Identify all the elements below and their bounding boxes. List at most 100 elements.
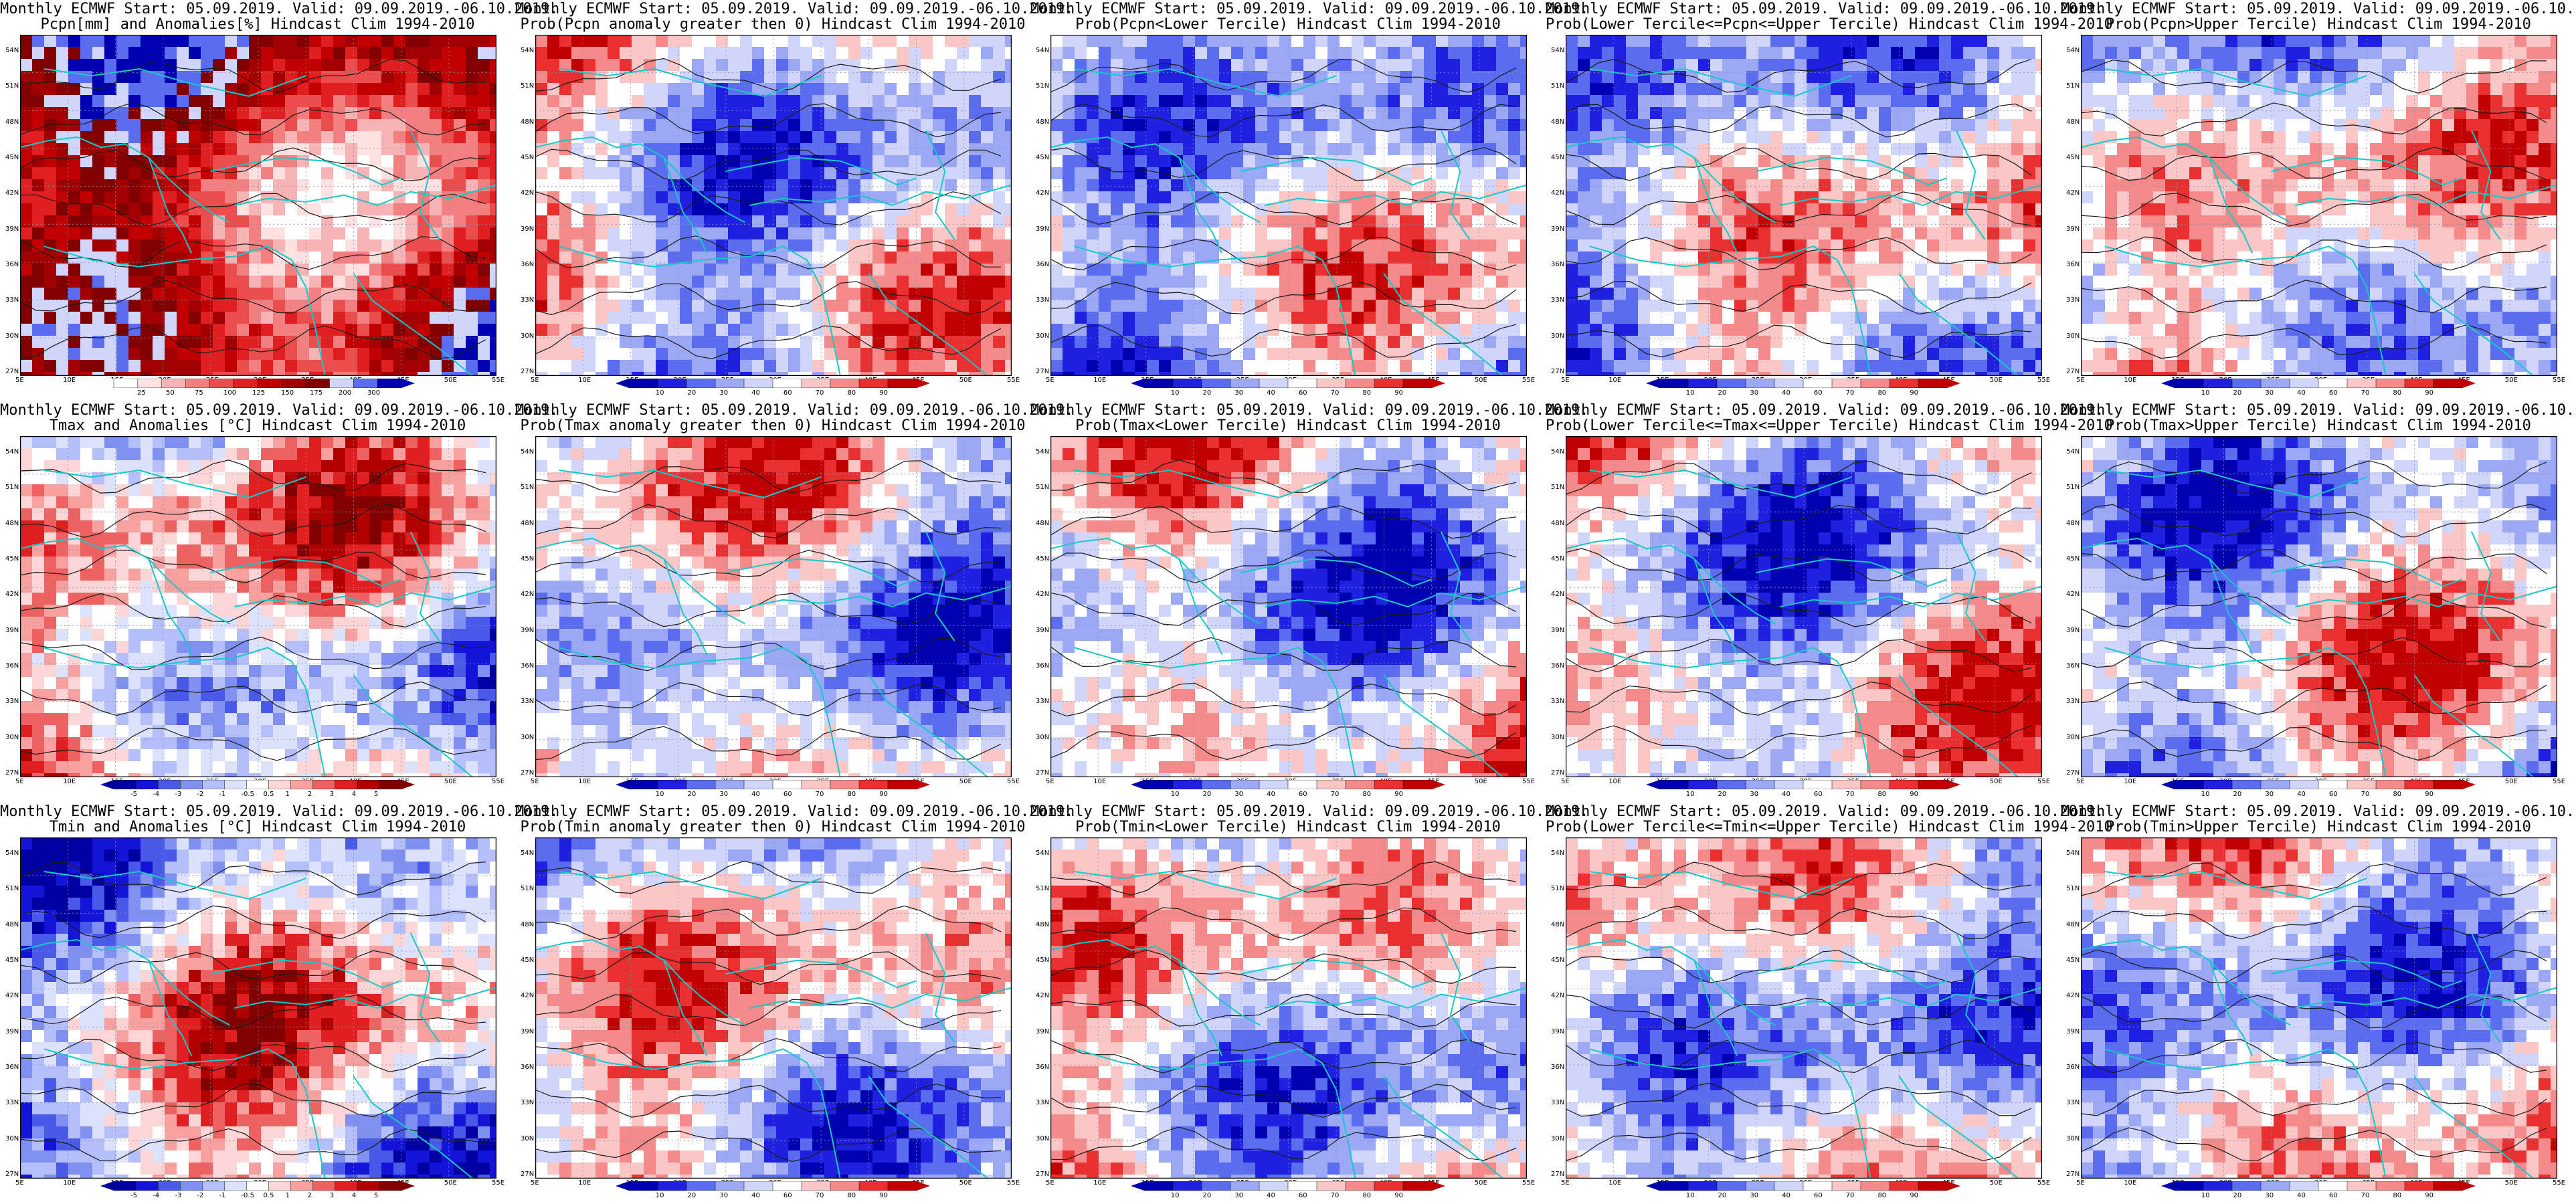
lat-tick-label: 48N	[5, 519, 19, 527]
colorbar-tick-label: 70	[815, 791, 824, 798]
lon-tick-label: 55E	[2553, 377, 2566, 384]
lat-tick-label: 30N	[5, 1134, 19, 1142]
lon-tick-label: 5E	[15, 778, 24, 785]
colorbar-tick-label: 80	[1362, 389, 1372, 397]
forecast-map	[1050, 837, 1527, 1179]
colorbar-tick-label: 30	[1234, 791, 1244, 798]
panel-title-line1: Monthly ECMWF Start: 05.09.2019. Valid: …	[0, 1, 559, 17]
lat-tick-label: 54N	[5, 448, 19, 456]
colorbar-tick-label: 20	[1718, 791, 1727, 798]
forecast-field-svg	[2081, 35, 2557, 376]
lon-tick-label: 55E	[1007, 778, 1020, 785]
colorbar-tick-label: 40	[751, 389, 760, 397]
colorbar-tick-label: -1	[219, 1192, 226, 1199]
colorbar-tick-label: 100	[223, 389, 237, 397]
map-panel-tmax-prob-lower: Monthly ECMWF Start: 05.09.2019. Valid: …	[1030, 401, 1588, 803]
lat-tick-label: 48N	[1551, 118, 1565, 126]
colorbar-tick-label: 10	[2201, 389, 2210, 397]
lat-tick-label: 48N	[1036, 519, 1050, 527]
lat-tick-label: 33N	[1036, 296, 1050, 304]
colorbar-tick-label: 200	[339, 389, 352, 397]
colorbar-tick-label: 90	[2425, 389, 2433, 397]
forecast-map	[535, 837, 1012, 1179]
colorbar-tick-label: 2	[307, 1192, 312, 1199]
lat-tick-label: 33N	[1036, 1099, 1050, 1107]
lat-tick-label: 42N	[521, 591, 535, 599]
lon-tick-label: 50E	[1989, 377, 2003, 384]
colorbar-tick-label: 10	[655, 791, 664, 798]
colorbar-tick-label: 10	[2201, 791, 2210, 798]
colorbar-tick-label: 3	[329, 791, 335, 798]
forecast-field-svg	[1566, 837, 2042, 1179]
colorbar-tick-label: 20	[1202, 1192, 1212, 1199]
colorbar-tick-label: 30	[719, 1192, 729, 1199]
panel-title-line1: Monthly ECMWF Start: 05.09.2019. Valid: …	[2061, 402, 2576, 419]
forecast-field-svg	[1050, 436, 1527, 777]
forecast-map	[2081, 837, 2557, 1179]
colorbar-tick-label: 40	[2297, 1192, 2306, 1199]
colorbar	[1646, 1181, 1960, 1191]
lon-tick-label: 10E	[1608, 377, 1622, 384]
lat-tick-label: 45N	[1036, 555, 1050, 563]
lat-tick-label: 27N	[521, 368, 535, 375]
lat-tick-label: 39N	[1551, 225, 1565, 233]
colorbar-tick-label: 90	[879, 1192, 888, 1199]
lon-tick-label: 10E	[578, 778, 591, 785]
lon-tick-label: 55E	[2037, 1179, 2051, 1187]
lat-tick-label: 54N	[2066, 448, 2080, 456]
lat-tick-label: 39N	[521, 225, 535, 233]
lat-tick-label: 39N	[2066, 225, 2080, 233]
lon-tick-label: 10E	[1093, 377, 1107, 384]
colorbar-tick-label: 60	[1298, 791, 1307, 798]
lat-tick-label: 48N	[5, 920, 19, 928]
colorbar-tick-label: 20	[1202, 791, 1212, 798]
colorbar-tick-label: 20	[1718, 389, 1727, 397]
lat-tick-label: 30N	[1551, 332, 1565, 340]
lon-tick-label: 55E	[1007, 377, 1020, 384]
lat-tick-label: 42N	[1036, 591, 1050, 599]
map-panel-tmin-prob-upper: Monthly ECMWF Start: 05.09.2019. Valid: …	[2061, 803, 2576, 1204]
lat-tick-label: 33N	[1551, 1099, 1565, 1107]
colorbar-tick-label: 90	[879, 389, 888, 397]
forecast-field-svg	[20, 837, 496, 1179]
colorbar-tick-label: 70	[1845, 389, 1855, 397]
lon-tick-label: 55E	[492, 377, 505, 384]
lon-tick-label: 55E	[2037, 377, 2051, 384]
lat-tick-label: 39N	[521, 626, 535, 634]
lat-tick-label: 39N	[5, 626, 19, 634]
lat-tick-label: 45N	[1551, 957, 1565, 964]
lon-tick-label: 10E	[1608, 778, 1622, 785]
lat-tick-label: 27N	[1551, 368, 1565, 375]
lon-tick-label: 50E	[1474, 377, 1487, 384]
lat-tick-label: 33N	[521, 296, 535, 304]
lon-tick-label: 10E	[63, 1179, 76, 1187]
panel-title-line2: Prob(Pcpn anomaly greater then 0) Hindca…	[520, 16, 1026, 33]
lon-tick-label: 50E	[1474, 778, 1487, 785]
map-panel-tmin-anom: Monthly ECMWF Start: 05.09.2019. Valid: …	[0, 803, 558, 1204]
lat-tick-label: 39N	[1036, 1027, 1050, 1035]
lat-tick-label: 51N	[2066, 484, 2080, 492]
colorbar	[1131, 379, 1445, 388]
panel-title-line1: Monthly ECMWF Start: 05.09.2019. Valid: …	[1546, 402, 2104, 419]
panel-title-line2: Tmax and Anomalies [°C] Hindcast Clim 19…	[49, 417, 466, 434]
lat-tick-label: 36N	[1036, 261, 1050, 268]
lat-tick-label: 45N	[2066, 555, 2080, 563]
lat-tick-label: 51N	[2066, 82, 2080, 90]
lat-tick-label: 45N	[5, 154, 19, 161]
colorbar-tick-label: 20	[2233, 791, 2242, 798]
lat-tick-label: 54N	[5, 47, 19, 54]
lat-tick-label: 45N	[521, 154, 535, 161]
lat-tick-label: 45N	[1036, 957, 1050, 964]
colorbar-tick-label: 80	[1362, 791, 1372, 798]
colorbar-tick-label: 40	[2297, 389, 2306, 397]
lat-tick-label: 30N	[1036, 1134, 1050, 1142]
forecast-field-svg	[20, 436, 496, 777]
lon-tick-label: 50E	[444, 377, 457, 384]
panel-title-line1: Monthly ECMWF Start: 05.09.2019. Valid: …	[1546, 1, 2104, 17]
panel-title-line2: Prob(Tmax anomaly greater then 0) Hindca…	[520, 417, 1026, 434]
colorbar-tick-label: 80	[1362, 1192, 1372, 1199]
lon-tick-label: 5E	[531, 1179, 539, 1187]
lat-tick-label: 33N	[5, 296, 19, 304]
colorbar-tick-label: 20	[1718, 1192, 1727, 1199]
panel-title-line1: Monthly ECMWF Start: 05.09.2019. Valid: …	[515, 1, 1074, 17]
